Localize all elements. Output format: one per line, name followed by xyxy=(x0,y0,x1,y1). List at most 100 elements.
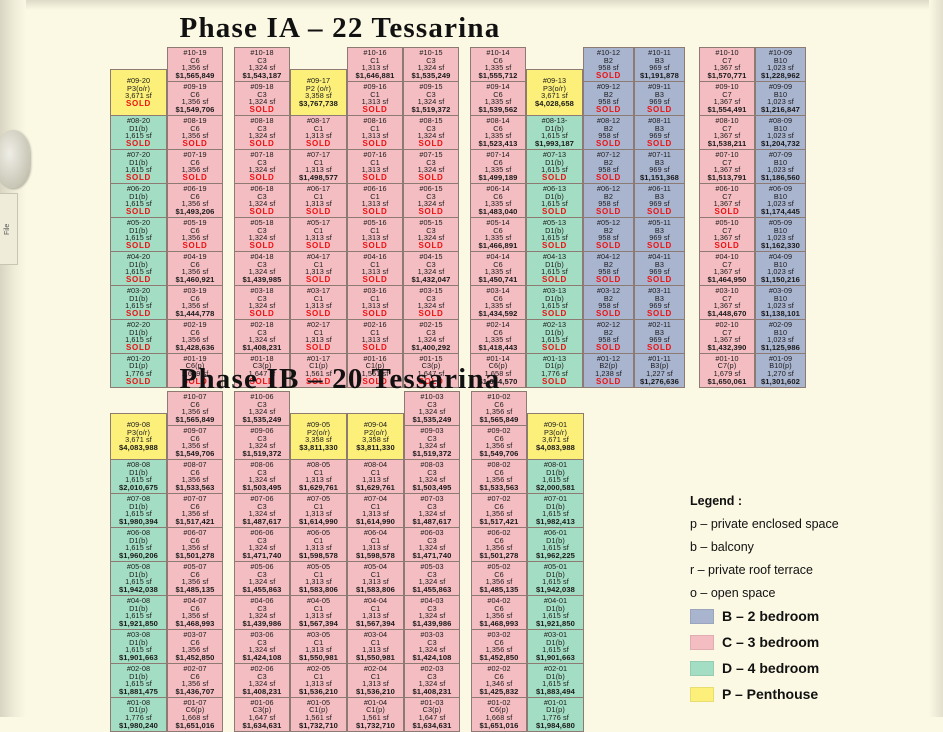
unit-cell[interactable]: #09-02 C6 1,356 sf $1,549,706 xyxy=(471,425,527,459)
unit-cell[interactable]: #07-01 D1(b) 1,615 sf $1,982,413 xyxy=(527,492,584,527)
unit-cell[interactable]: #04-18 C3 1,324 sf $1,439,985 xyxy=(234,250,290,285)
unit-cell[interactable]: #08-08 D1(b) 1,615 sf $2,010,675 xyxy=(110,459,167,493)
unit-cell[interactable]: #10-18 C3 1,324 sf $1,543,187 xyxy=(234,47,290,82)
unit-cell[interactable]: #04-08 D1(b) 1,615 sf $1,921,850 xyxy=(110,594,167,629)
unit-cell[interactable]: #07-13 D1(b) 1,615 sf SOLD xyxy=(526,148,583,183)
unit-cell[interactable]: #09-16 C1 1,313 sf SOLD xyxy=(347,81,403,115)
unit-cell[interactable]: #01-19 C6(p) 1,679 sf SOLD xyxy=(167,352,223,388)
unit-cell[interactable]: #05-12 B2 958 sf SOLD xyxy=(583,216,634,251)
unit-cell[interactable]: #03-13 D1(b) 1,615 sf SOLD xyxy=(526,284,583,319)
unit-cell[interactable]: #09-08 P3(o/r) 3,671 sf $4,083,988 xyxy=(110,413,167,459)
unit-cell[interactable]: #04-19 C6 1,356 sf $1,460,921 xyxy=(167,250,223,285)
unit-cell[interactable]: #08-03 C3 1,324 sf $1,503,495 xyxy=(404,459,460,493)
unit-cell[interactable]: #03-08 D1(b) 1,615 sf $1,901,663 xyxy=(110,628,167,663)
unit-cell[interactable]: #01-01 D1(p) 1,776 sf $1,984,680 xyxy=(527,696,584,732)
unit-cell[interactable]: #04-15 C3 1,324 sf $1,432,047 xyxy=(403,250,459,285)
unit-cell[interactable]: #02-16 C1 1,313 sf SOLD xyxy=(347,318,403,353)
unit-cell[interactable]: #01-14 C6(p) 1,658 sf $1,644,570 xyxy=(470,352,526,388)
unit-cell[interactable]: #06-12 B2 958 sf SOLD xyxy=(583,182,634,217)
unit-cell[interactable]: #06-08 D1(b) 1,615 sf $1,960,206 xyxy=(110,526,167,561)
unit-cell[interactable]: #01-18 C3(p) 1,647 sf SOLD xyxy=(234,352,290,388)
unit-cell[interactable]: #08-15 C3 1,324 sf SOLD xyxy=(403,115,459,149)
unit-cell[interactable]: #06-03 C3 1,324 sf $1,471,740 xyxy=(404,526,460,561)
unit-cell[interactable]: #06-19 C6 1,356 sf $1,493,206 xyxy=(167,182,223,217)
unit-cell[interactable]: #07-12 B2 958 sf SOLD xyxy=(583,148,634,183)
unit-cell[interactable]: #10-03 C3 1,324 sf $1,535,249 xyxy=(404,391,460,426)
unit-cell[interactable]: #06-09 B10 1,023 sf $1,174,445 xyxy=(755,182,806,217)
unit-cell[interactable]: #04-06 C3 1,324 sf $1,439,986 xyxy=(234,594,290,629)
unit-cell[interactable]: #05-05 C1 1,313 sf $1,583,806 xyxy=(290,560,347,595)
unit-cell[interactable]: #02-05 C1 1,313 sf $1,536,210 xyxy=(290,662,347,697)
unit-cell[interactable]: #02-14 C6 1,335 sf $1,418,443 xyxy=(470,318,526,353)
unit-cell[interactable]: #06-07 C6 1,356 sf $1,501,278 xyxy=(167,526,223,561)
unit-cell[interactable]: #09-13 P3(o/r) 3,671 sf $4,028,658 xyxy=(526,69,583,115)
unit-cell[interactable]: #06-01 D1(b) 1,615 sf $1,962,225 xyxy=(527,526,584,561)
unit-cell[interactable]: #01-03 C3(p) 1,647 sf $1,634,631 xyxy=(404,696,460,732)
unit-cell[interactable]: #05-18 C3 1,324 sf SOLD xyxy=(234,216,290,251)
unit-cell[interactable]: #02-13 D1(b) 1,615 sf SOLD xyxy=(526,318,583,353)
unit-cell[interactable]: #10-19 C6 1,356 sf $1,565,849 xyxy=(167,47,223,82)
unit-cell[interactable]: #01-05 C1(p) 1,561 sf $1,732,710 xyxy=(290,696,347,732)
unit-cell[interactable]: #07-10 C7 1,367 sf $1,513,791 xyxy=(699,148,755,183)
unit-cell[interactable]: #08-20 D1(b) 1,615 sf SOLD xyxy=(110,115,167,149)
unit-cell[interactable]: #07-15 C3 1,324 sf SOLD xyxy=(403,148,459,183)
unit-cell[interactable]: #09-19 C6 1,356 sf $1,549,706 xyxy=(167,81,223,115)
unit-cell[interactable]: #09-17 P2 (o/r) 3,358 sf $3,767,738 xyxy=(290,69,347,115)
unit-cell[interactable]: #06-06 C3 1,324 sf $1,471,740 xyxy=(234,526,290,561)
unit-cell[interactable]: #02-03 C3 1,324 sf $1,408,231 xyxy=(404,662,460,697)
unit-cell[interactable]: #03-17 C1 1,313 sf SOLD xyxy=(290,284,347,319)
unit-cell[interactable]: #01-11 B3(p) 1,227 sf $1,276,636 xyxy=(634,352,685,388)
unit-cell[interactable]: #05-06 C3 1,324 sf $1,455,863 xyxy=(234,560,290,595)
unit-cell[interactable]: #10-12 B2 958 sf SOLD xyxy=(583,47,634,82)
unit-cell[interactable]: #05-20 D1(b) 1,615 sf SOLD xyxy=(110,216,167,251)
unit-cell[interactable]: #04-04 C1 1,313 sf $1,567,394 xyxy=(347,594,404,629)
unit-cell[interactable]: #07-08 D1(b) 1,615 sf $1,980,394 xyxy=(110,492,167,527)
unit-cell[interactable]: #03-06 C3 1,324 sf $1,424,108 xyxy=(234,628,290,663)
unit-cell[interactable]: #01-20 D1(p) 1,776 sf SOLD xyxy=(110,352,167,388)
unit-cell[interactable]: #10-10 C7 1,367 sf $1,570,771 xyxy=(699,47,755,82)
unit-cell[interactable]: #01-04 C1(p) 1,561 sf $1,732,710 xyxy=(347,696,404,732)
unit-cell[interactable]: #04-20 D1(b) 1,615 sf SOLD xyxy=(110,250,167,285)
unit-cell[interactable]: #08-02 C6 1,356 sf $1,533,563 xyxy=(471,459,527,493)
unit-cell[interactable]: #07-17 C1 1,313 sf $1,498,577 xyxy=(290,148,347,183)
unit-cell[interactable]: #09-12 B2 958 sf SOLD xyxy=(583,81,634,115)
unit-cell[interactable]: #03-11 B3 969 sf SOLD xyxy=(634,284,685,319)
unit-cell[interactable]: #02-12 B2 958 sf SOLD xyxy=(583,318,634,353)
unit-cell[interactable]: #08-17 C1 1,313 sf SOLD xyxy=(290,115,347,149)
unit-cell[interactable]: #09-09 B10 1,023 sf $1,216,847 xyxy=(755,81,806,115)
unit-cell[interactable]: #01-17 C1(p) 1,561 sf SOLD xyxy=(290,352,347,388)
unit-cell[interactable]: #06-02 C6 1,356 sf $1,501,278 xyxy=(471,526,527,561)
unit-cell[interactable]: #09-15 C3 1,324 sf $1,519,372 xyxy=(403,81,459,115)
unit-cell[interactable]: #06-04 C1 1,313 sf $1,598,578 xyxy=(347,526,404,561)
unit-cell[interactable]: #10-15 C3 1,324 sf $1,535,249 xyxy=(403,47,459,82)
unit-cell[interactable]: #01-13 D1(p) 1,776 sf SOLD xyxy=(526,352,583,388)
unit-cell[interactable]: #04-07 C6 1,356 sf $1,468,993 xyxy=(167,594,223,629)
unit-cell[interactable]: #06-15 C3 1,324 sf SOLD xyxy=(403,182,459,217)
unit-cell[interactable]: #02-02 C6 1,346 sf $1,425,832 xyxy=(471,662,527,697)
unit-cell[interactable]: #08-05 C1 1,313 sf $1,629,761 xyxy=(290,459,347,493)
unit-cell[interactable]: #04-17 C1 1,313 sf SOLD xyxy=(290,250,347,285)
unit-cell[interactable]: #02-15 C3 1,324 sf $1,400,292 xyxy=(403,318,459,353)
unit-cell[interactable]: #10-14 C6 1,335 sf $1,555,712 xyxy=(470,47,526,82)
unit-cell[interactable]: #03-03 C3 1,324 sf $1,424,108 xyxy=(404,628,460,663)
unit-cell[interactable]: #02-01 D1(b) 1,615 sf $1,883,494 xyxy=(527,662,584,697)
unit-cell[interactable]: #02-08 D1(b) 1,615 sf $1,881,475 xyxy=(110,662,167,697)
unit-cell[interactable]: #07-16 C1 1,313 sf SOLD xyxy=(347,148,403,183)
unit-cell[interactable]: #08-11 B3 969 sf SOLD xyxy=(634,115,685,149)
unit-cell[interactable]: #04-16 C1 1,313 sf SOLD xyxy=(347,250,403,285)
unit-cell[interactable]: #03-14 C6 1,335 sf $1,434,592 xyxy=(470,284,526,319)
unit-cell[interactable]: #03-01 D1(b) 1,615 sf $1,901,663 xyxy=(527,628,584,663)
unit-cell[interactable]: #07-05 C1 1,313 sf $1,614,990 xyxy=(290,492,347,527)
unit-cell[interactable]: #03-02 C6 1,356 sf $1,452,850 xyxy=(471,628,527,663)
unit-cell[interactable]: #01-02 C6(p) 1,668 sf $1,651,016 xyxy=(471,696,527,732)
unit-cell[interactable]: #05-01 D1(b) 1,615 sf $1,942,038 xyxy=(527,560,584,595)
unit-cell[interactable]: #09-03 C3 1,324 sf $1,519,372 xyxy=(404,425,460,459)
unit-cell[interactable]: #03-19 C6 1,356 sf $1,444,778 xyxy=(167,284,223,319)
unit-cell[interactable]: #07-19 C6 1,356 sf SOLD xyxy=(167,148,223,183)
unit-cell[interactable]: #10-16 C1 1,313 sf $1,646,881 xyxy=(347,47,403,82)
unit-cell[interactable]: #04-13 D1(b) 1,615 sf SOLD xyxy=(526,250,583,285)
unit-cell[interactable]: #04-11 B3 969 sf SOLD xyxy=(634,250,685,285)
unit-cell[interactable]: #04-03 C3 1,324 sf $1,439,986 xyxy=(404,594,460,629)
unit-cell[interactable]: #05-13 D1(b) 1,615 sf SOLD xyxy=(526,216,583,251)
unit-cell[interactable]: #02-07 C6 1,356 sf $1,436,707 xyxy=(167,662,223,697)
